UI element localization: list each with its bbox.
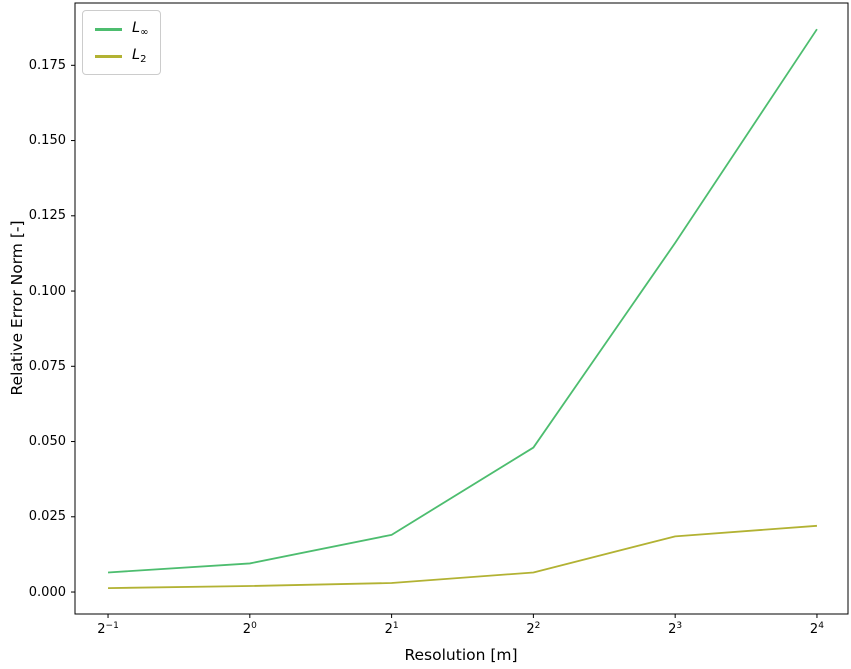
- x-axis-label: Resolution [m]: [404, 646, 518, 664]
- legend-line-swatch: [95, 55, 122, 58]
- legend-label: L∞: [132, 20, 149, 38]
- y-tick-label: 0.000: [28, 584, 66, 600]
- y-tick-label: 0.025: [28, 509, 66, 525]
- x-tick-label: 24: [809, 621, 824, 637]
- legend-line-swatch: [95, 28, 122, 31]
- y-tick-label: 0.175: [28, 57, 66, 73]
- y-tick-label: 0.125: [28, 208, 66, 224]
- legend-item-L-infinity: L∞: [85, 16, 158, 43]
- y-tick-label: 0.050: [28, 434, 66, 450]
- series-line-L-2: [108, 524, 818, 590]
- y-tick-label: 0.075: [28, 358, 66, 374]
- y-tick-label: 0.100: [28, 283, 66, 299]
- y-tick-label: 0.150: [28, 133, 66, 149]
- plot-spines: [74, 2, 849, 615]
- legend-item-L-2: L2: [85, 43, 158, 70]
- series-line-L-infinity: [107, 28, 818, 574]
- legend: L∞ L2: [82, 10, 162, 75]
- legend-label: L2: [132, 47, 147, 65]
- x-tick-label: 23: [668, 621, 683, 637]
- x-tick-label: 21: [384, 621, 399, 637]
- x-tick-label: 22: [526, 621, 541, 637]
- x-tick-label: 20: [242, 621, 257, 637]
- x-tick-label: 2−1: [97, 621, 119, 637]
